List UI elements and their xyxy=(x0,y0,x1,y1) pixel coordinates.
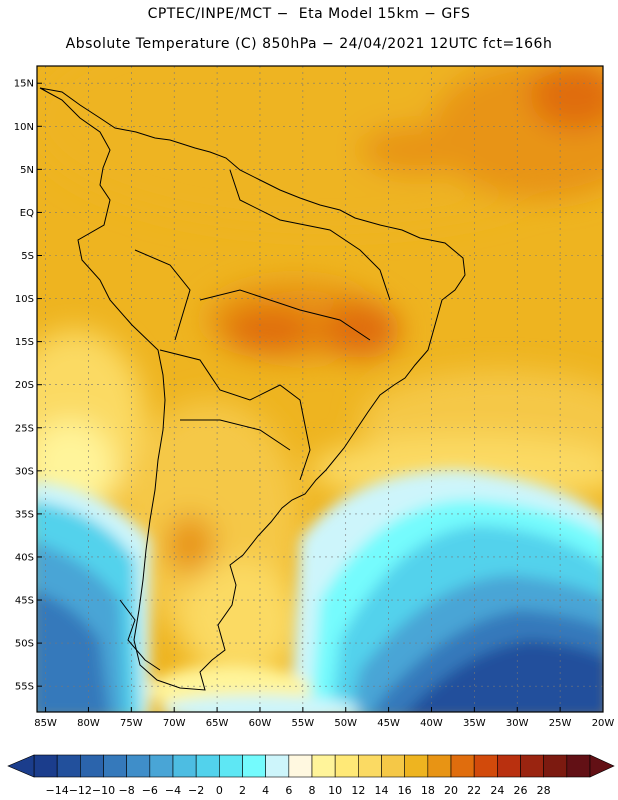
colorbar-cell xyxy=(566,754,591,778)
colorbar-cell xyxy=(427,754,452,778)
lon-label: 20W xyxy=(592,718,615,729)
lat-label: EQ xyxy=(20,208,34,219)
lon-label: 50W xyxy=(334,718,357,729)
lat-label: 5N xyxy=(20,165,34,176)
lon-label: 70W xyxy=(163,718,186,729)
colorbar-cell xyxy=(219,754,243,778)
lat-label: 35S xyxy=(15,509,34,520)
colorbar-tick-label: 20 xyxy=(444,784,458,797)
colorbar-cell xyxy=(288,754,313,778)
colorbar-tick-label: −6 xyxy=(142,784,158,797)
lat-label: 15S xyxy=(15,337,34,348)
colorbar-cell xyxy=(450,754,475,778)
lon-label: 30W xyxy=(506,718,529,729)
colorbar-cell xyxy=(242,754,266,778)
colorbar-cell xyxy=(172,754,197,778)
colorbar-tick-label: 16 xyxy=(398,784,412,797)
grid-lines xyxy=(37,66,604,712)
colorbar-tick-label: 0 xyxy=(216,784,223,797)
longitude-labels: 85W 80W 75W 70W 65W 60W 55W 50W 45W 40W 35W 30W 25W 2… xyxy=(34,707,614,729)
lon-label: 55W xyxy=(292,718,315,729)
lon-label: 65W xyxy=(206,718,229,729)
colorbar-tick-label: 10 xyxy=(328,784,342,797)
lon-label: 35W xyxy=(463,718,486,729)
lat-label: 40S xyxy=(15,552,34,563)
colorbar-cell xyxy=(473,754,498,778)
lat-label: 5S xyxy=(21,251,34,262)
colorbar-max-arrow xyxy=(589,754,615,778)
title-line-1: CPTEC/INPE/MCT − Eta Model 15km − GFS xyxy=(147,6,471,22)
colorbar-cell xyxy=(56,754,81,778)
colorbar-tick-label: −14 xyxy=(46,784,69,797)
colorbar-tick-label: 26 xyxy=(514,784,528,797)
colorbar-tick-label: −10 xyxy=(92,784,115,797)
colorbar-tick-label: 12 xyxy=(351,784,365,797)
colorbar-cell xyxy=(80,754,104,778)
coastlines xyxy=(39,87,466,691)
lat-label: 50S xyxy=(15,639,34,650)
colorbar-tick-label: −12 xyxy=(69,784,92,797)
lat-label: 20S xyxy=(15,380,34,391)
colorbar-cell xyxy=(195,754,220,778)
colorbar-cell xyxy=(33,754,58,778)
lat-label: 10S xyxy=(15,294,34,305)
colorbar-min-arrow xyxy=(7,754,35,778)
colorbar-cell xyxy=(381,754,405,778)
colorbar-tick-label: 18 xyxy=(421,784,435,797)
temperature-field xyxy=(37,66,603,712)
colorbar-tick-label: 8 xyxy=(309,784,316,797)
lat-label: 45S xyxy=(15,596,34,607)
lat-label: 15N xyxy=(14,79,34,90)
lat-label: 30S xyxy=(15,466,34,477)
lat-label: 10N xyxy=(14,122,34,133)
lon-label: 45W xyxy=(377,718,400,729)
colorbar-tick-label: 2 xyxy=(239,784,246,797)
colorbar-tick-label: −4 xyxy=(165,784,181,797)
map-frame xyxy=(36,65,604,713)
lat-label: 25S xyxy=(15,423,34,434)
lon-label: 80W xyxy=(77,718,100,729)
colorbar-cell xyxy=(126,754,151,778)
colorbar-cell xyxy=(497,754,521,778)
lon-label: 25W xyxy=(549,718,572,729)
colorbar-tick-label: 24 xyxy=(490,784,504,797)
colorbar-cell xyxy=(404,754,429,778)
colorbar-tick-label: −2 xyxy=(188,784,204,797)
colorbar-cell xyxy=(334,754,359,778)
latitude-labels: 15N 10N 5N EQ 5S 10S 15S 20S 25S 30S 35S 40S 45S 50S 5… xyxy=(14,79,42,693)
lat-label: 55S xyxy=(15,682,34,693)
colorbar-tick-label: −8 xyxy=(119,784,135,797)
colorbar-tick-label: 22 xyxy=(467,784,481,797)
colorbar-tick-label: 6 xyxy=(285,784,292,797)
colorbar-tick-label: 14 xyxy=(375,784,389,797)
colorbar-cell xyxy=(103,754,127,778)
colorbar-tick-label: 28 xyxy=(537,784,551,797)
lon-label: 60W xyxy=(249,718,272,729)
colorbar-cell xyxy=(520,754,544,778)
lon-label: 75W xyxy=(120,718,143,729)
colorbar-cell xyxy=(149,754,174,778)
colorbar-cell xyxy=(265,754,290,778)
colorbar-cell xyxy=(543,754,568,778)
lon-label: 40W xyxy=(420,718,443,729)
title-line-2: Absolute Temperature (C) 850hPa − 24/04/… xyxy=(65,36,553,52)
colorbar-cell xyxy=(358,754,382,778)
colorbar-tick-labels: −14 −12 −10 −8 −6 −4 −2 0 2 4 6 8 10 12 14 16 18 20 22 24 26… xyxy=(46,784,551,797)
colorbar-cell xyxy=(311,754,336,778)
lon-label: 85W xyxy=(34,718,57,729)
colorbar-tick-label: 4 xyxy=(262,784,269,797)
